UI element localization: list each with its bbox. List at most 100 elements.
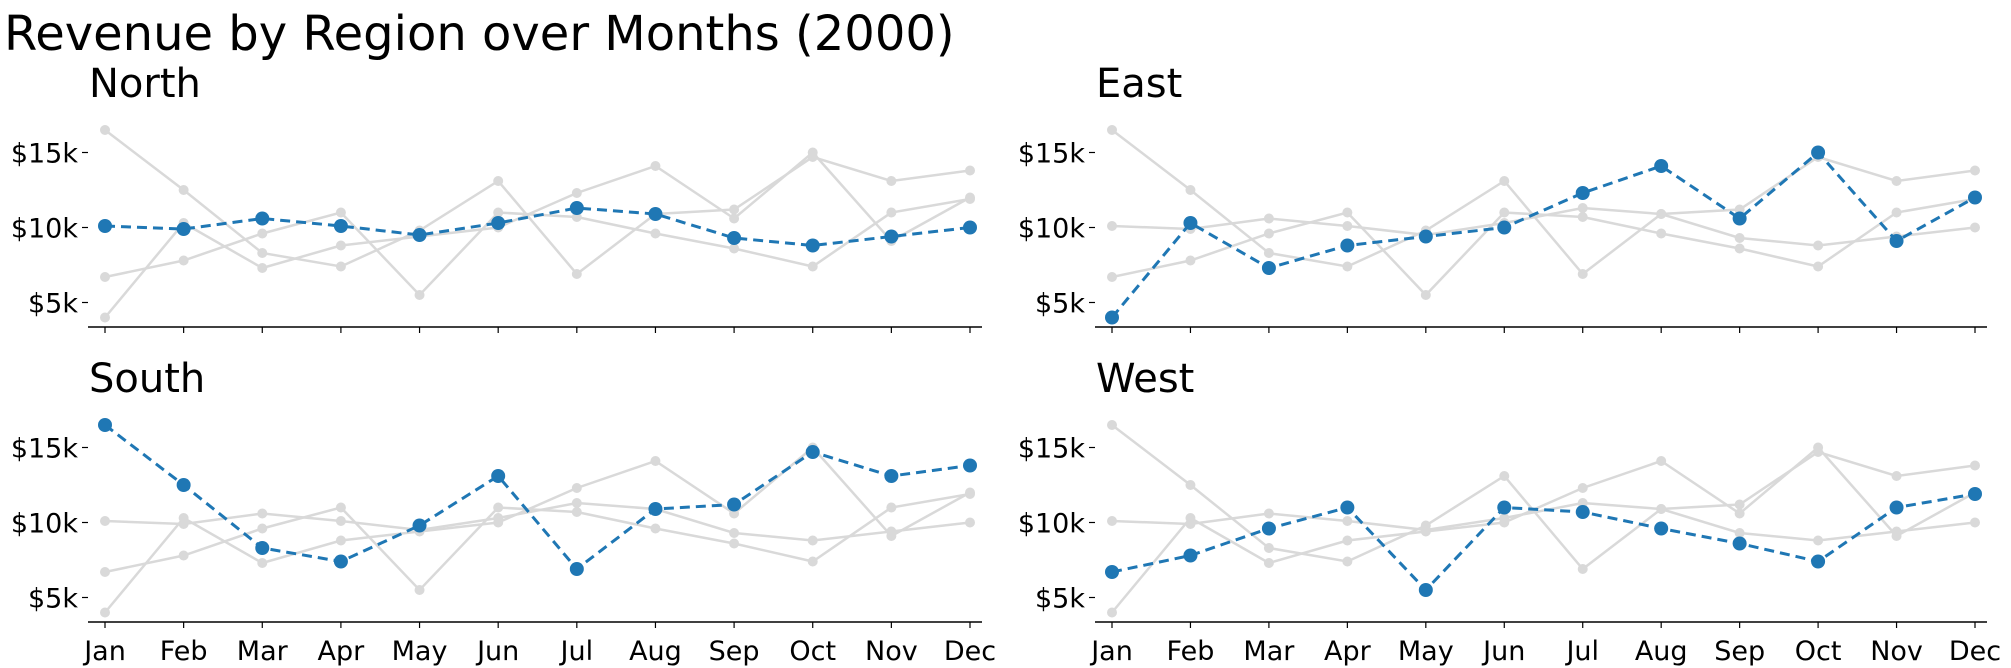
context-point-south	[1342, 556, 1353, 567]
context-line-south	[1111, 129, 1976, 276]
context-point-east	[1499, 517, 1510, 528]
small-multiples: North $5k $10k $15k East $5k $10k $15k South $5k $…	[11, 61, 2001, 667]
context-point-east	[1734, 508, 1745, 519]
context-point-west	[1107, 272, 1117, 282]
highlight-point-west	[1575, 505, 1590, 519]
context-point-east	[1891, 531, 1902, 541]
context-point-east	[571, 483, 582, 493]
context-point-east	[886, 531, 897, 541]
context-point-north	[1813, 240, 1824, 251]
highlight-point-south	[333, 554, 348, 569]
highlight-point-north	[805, 238, 820, 253]
context-point-west	[807, 261, 818, 272]
context-point-west	[493, 502, 504, 513]
y-tick-label: $5k	[1035, 584, 1085, 615]
highlight-point-south	[412, 518, 427, 533]
context-point-east	[571, 188, 582, 198]
y-tick-label: $10k	[11, 214, 79, 245]
context-point-west	[729, 243, 740, 254]
context-point-east	[335, 240, 346, 251]
x-tick-label: Aug	[1635, 636, 1688, 667]
context-point-east	[100, 607, 110, 618]
highlight-point-north	[648, 207, 663, 221]
context-point-west	[100, 567, 110, 577]
context-point-north	[1970, 222, 1980, 233]
context-point-west	[1891, 207, 1902, 218]
context-point-south	[1263, 543, 1274, 553]
context-point-north	[257, 508, 268, 519]
context-point-east	[1107, 607, 1117, 618]
x-tick-label: Feb	[1167, 636, 1215, 667]
context-point-east	[257, 263, 268, 273]
context-point-east	[1185, 513, 1196, 523]
context-point-east	[1263, 558, 1274, 568]
context-point-west	[493, 207, 504, 218]
context-point-south	[1263, 248, 1274, 258]
context-point-west	[1263, 228, 1274, 239]
context-point-south	[1656, 209, 1667, 219]
context-point-north	[1263, 213, 1274, 224]
context-point-west	[1499, 207, 1510, 218]
context-point-east	[257, 558, 268, 568]
context-point-north	[1813, 535, 1824, 546]
context-point-west	[650, 228, 661, 239]
context-point-west	[571, 507, 582, 517]
x-tick-label: Jun	[1481, 636, 1525, 667]
panel-east: East $5k $10k $15k	[1018, 61, 1987, 333]
context-point-west	[729, 538, 740, 549]
context-point-west	[1577, 212, 1588, 222]
highlight-point-south	[491, 469, 506, 483]
chart-title: Revenue by Region over Months (2000)	[4, 6, 955, 62]
context-point-south	[1499, 176, 1510, 186]
y-tick-label: $5k	[28, 289, 78, 320]
x-tick-label: Apr	[318, 636, 366, 667]
y-tick-label: $10k	[1018, 214, 1086, 245]
highlight-line-south	[104, 423, 971, 572]
highlight-point-west	[1105, 565, 1119, 579]
context-point-south	[1891, 176, 1902, 186]
highlight-point-west	[1732, 536, 1747, 551]
highlight-point-north	[98, 219, 112, 233]
highlight-point-south	[98, 418, 112, 432]
context-point-east	[650, 456, 661, 466]
context-point-north	[335, 516, 346, 526]
highlight-point-south	[648, 502, 663, 516]
x-tick-label: Dec	[1949, 636, 2001, 667]
y-tick-label: $5k	[1035, 289, 1085, 320]
x-tick-label: Aug	[629, 636, 682, 667]
context-point-north	[100, 516, 110, 526]
highlight-point-east	[1575, 186, 1590, 200]
context-point-north	[1107, 221, 1117, 231]
highlight-point-east	[1340, 238, 1355, 253]
context-line-east	[104, 150, 971, 319]
highlight-point-west	[1497, 500, 1512, 515]
context-point-south	[1185, 480, 1196, 490]
context-point-west	[1185, 255, 1196, 266]
highlight-point-east	[1497, 220, 1512, 235]
context-point-south	[1420, 520, 1431, 531]
highlight-line-north	[104, 206, 971, 248]
highlight-line-east	[1110, 150, 1976, 319]
highlight-point-south	[805, 445, 820, 459]
highlight-point-west	[1261, 521, 1276, 536]
context-point-south	[1577, 269, 1588, 279]
context-point-west	[1734, 243, 1745, 254]
context-point-west	[886, 502, 897, 513]
context-point-south	[1891, 471, 1902, 481]
context-line-west	[104, 492, 971, 592]
x-tick-label: Oct	[1795, 636, 1842, 667]
context-point-south	[1656, 504, 1667, 514]
context-point-west	[650, 523, 661, 534]
highlight-point-east	[1968, 190, 1982, 205]
highlight-point-west	[1340, 500, 1355, 515]
context-point-east	[493, 517, 504, 528]
highlight-point-east	[1889, 234, 1904, 248]
x-tick-label: Sep	[1714, 636, 1765, 667]
highlight-point-north	[255, 211, 270, 226]
context-point-south	[1970, 165, 1980, 176]
context-line-north	[1111, 501, 1976, 542]
panel-title: West	[1096, 356, 1194, 402]
x-tick-label: Jan	[1089, 636, 1133, 667]
x-tick-label: Apr	[1324, 636, 1372, 667]
